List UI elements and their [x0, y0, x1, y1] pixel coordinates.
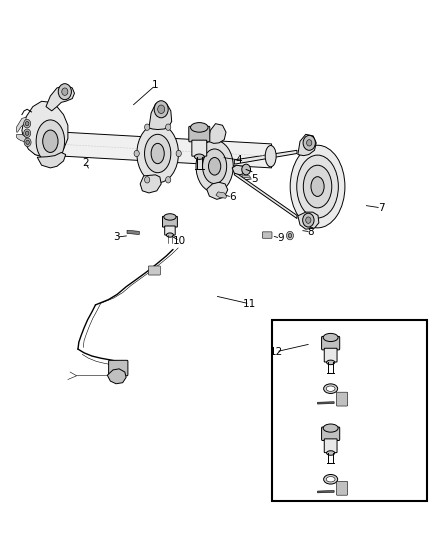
Ellipse shape	[151, 143, 164, 164]
Circle shape	[145, 176, 150, 183]
Ellipse shape	[323, 424, 338, 432]
Circle shape	[306, 217, 311, 223]
Ellipse shape	[202, 149, 227, 183]
Text: 8: 8	[307, 227, 314, 237]
Ellipse shape	[323, 334, 338, 342]
FancyBboxPatch shape	[162, 216, 177, 227]
Ellipse shape	[191, 123, 208, 132]
Ellipse shape	[290, 145, 345, 228]
Bar	[272, 320, 427, 501]
Ellipse shape	[31, 131, 44, 155]
Circle shape	[158, 105, 165, 114]
Ellipse shape	[166, 233, 173, 237]
Circle shape	[307, 140, 312, 146]
FancyBboxPatch shape	[324, 439, 337, 453]
Text: 2: 2	[82, 158, 89, 167]
FancyBboxPatch shape	[336, 481, 348, 495]
Polygon shape	[298, 212, 319, 229]
Ellipse shape	[327, 360, 335, 365]
Circle shape	[24, 138, 31, 147]
Circle shape	[166, 124, 171, 131]
Ellipse shape	[303, 165, 332, 208]
Circle shape	[62, 88, 68, 95]
FancyBboxPatch shape	[336, 392, 348, 406]
Text: 6: 6	[229, 192, 236, 202]
Circle shape	[176, 150, 181, 157]
Circle shape	[166, 176, 171, 183]
Polygon shape	[232, 165, 245, 175]
Circle shape	[24, 129, 31, 138]
FancyBboxPatch shape	[189, 126, 210, 142]
Circle shape	[288, 233, 292, 238]
Polygon shape	[234, 150, 297, 164]
FancyBboxPatch shape	[148, 266, 160, 275]
Ellipse shape	[327, 451, 335, 455]
Ellipse shape	[265, 146, 276, 167]
Text: 7: 7	[378, 203, 385, 213]
Polygon shape	[107, 369, 126, 384]
FancyBboxPatch shape	[192, 140, 207, 156]
Ellipse shape	[137, 124, 179, 183]
Circle shape	[25, 131, 29, 135]
Polygon shape	[46, 85, 74, 111]
Ellipse shape	[297, 155, 338, 218]
Circle shape	[25, 122, 29, 126]
Text: 1: 1	[152, 80, 159, 90]
Circle shape	[145, 124, 150, 131]
Circle shape	[26, 140, 29, 144]
Circle shape	[303, 135, 315, 150]
Ellipse shape	[164, 214, 176, 220]
Polygon shape	[140, 175, 161, 193]
FancyBboxPatch shape	[321, 336, 340, 350]
Text: 5: 5	[251, 174, 258, 183]
Polygon shape	[35, 131, 272, 168]
FancyBboxPatch shape	[321, 427, 340, 440]
Ellipse shape	[311, 177, 324, 197]
Ellipse shape	[194, 154, 204, 159]
Circle shape	[242, 164, 251, 175]
Circle shape	[154, 101, 168, 118]
FancyBboxPatch shape	[324, 348, 337, 362]
Circle shape	[58, 84, 71, 100]
Polygon shape	[17, 134, 26, 142]
Text: 10: 10	[173, 236, 186, 246]
Text: 3: 3	[113, 232, 120, 242]
Ellipse shape	[326, 386, 335, 391]
Text: 4: 4	[235, 155, 242, 165]
Ellipse shape	[208, 158, 221, 175]
Polygon shape	[37, 152, 66, 168]
Circle shape	[134, 150, 139, 157]
Ellipse shape	[36, 120, 65, 163]
Circle shape	[286, 231, 293, 240]
Polygon shape	[22, 101, 68, 157]
FancyBboxPatch shape	[165, 226, 175, 235]
Circle shape	[24, 119, 31, 128]
FancyBboxPatch shape	[262, 232, 272, 238]
Text: 12: 12	[269, 347, 283, 357]
Polygon shape	[127, 230, 139, 235]
FancyBboxPatch shape	[109, 360, 128, 376]
Ellipse shape	[43, 130, 58, 152]
Polygon shape	[234, 172, 297, 219]
Text: 11: 11	[243, 299, 256, 309]
Ellipse shape	[145, 134, 171, 173]
Polygon shape	[318, 490, 334, 493]
Ellipse shape	[324, 384, 338, 393]
Polygon shape	[207, 182, 228, 199]
Circle shape	[303, 213, 314, 227]
Ellipse shape	[196, 140, 233, 192]
Polygon shape	[17, 117, 26, 132]
Polygon shape	[298, 134, 316, 156]
Ellipse shape	[326, 477, 335, 482]
Polygon shape	[242, 175, 251, 178]
Polygon shape	[216, 192, 227, 198]
Text: 9: 9	[277, 233, 284, 243]
Polygon shape	[149, 101, 172, 130]
Ellipse shape	[324, 474, 338, 484]
Polygon shape	[318, 402, 334, 404]
Polygon shape	[208, 124, 226, 143]
